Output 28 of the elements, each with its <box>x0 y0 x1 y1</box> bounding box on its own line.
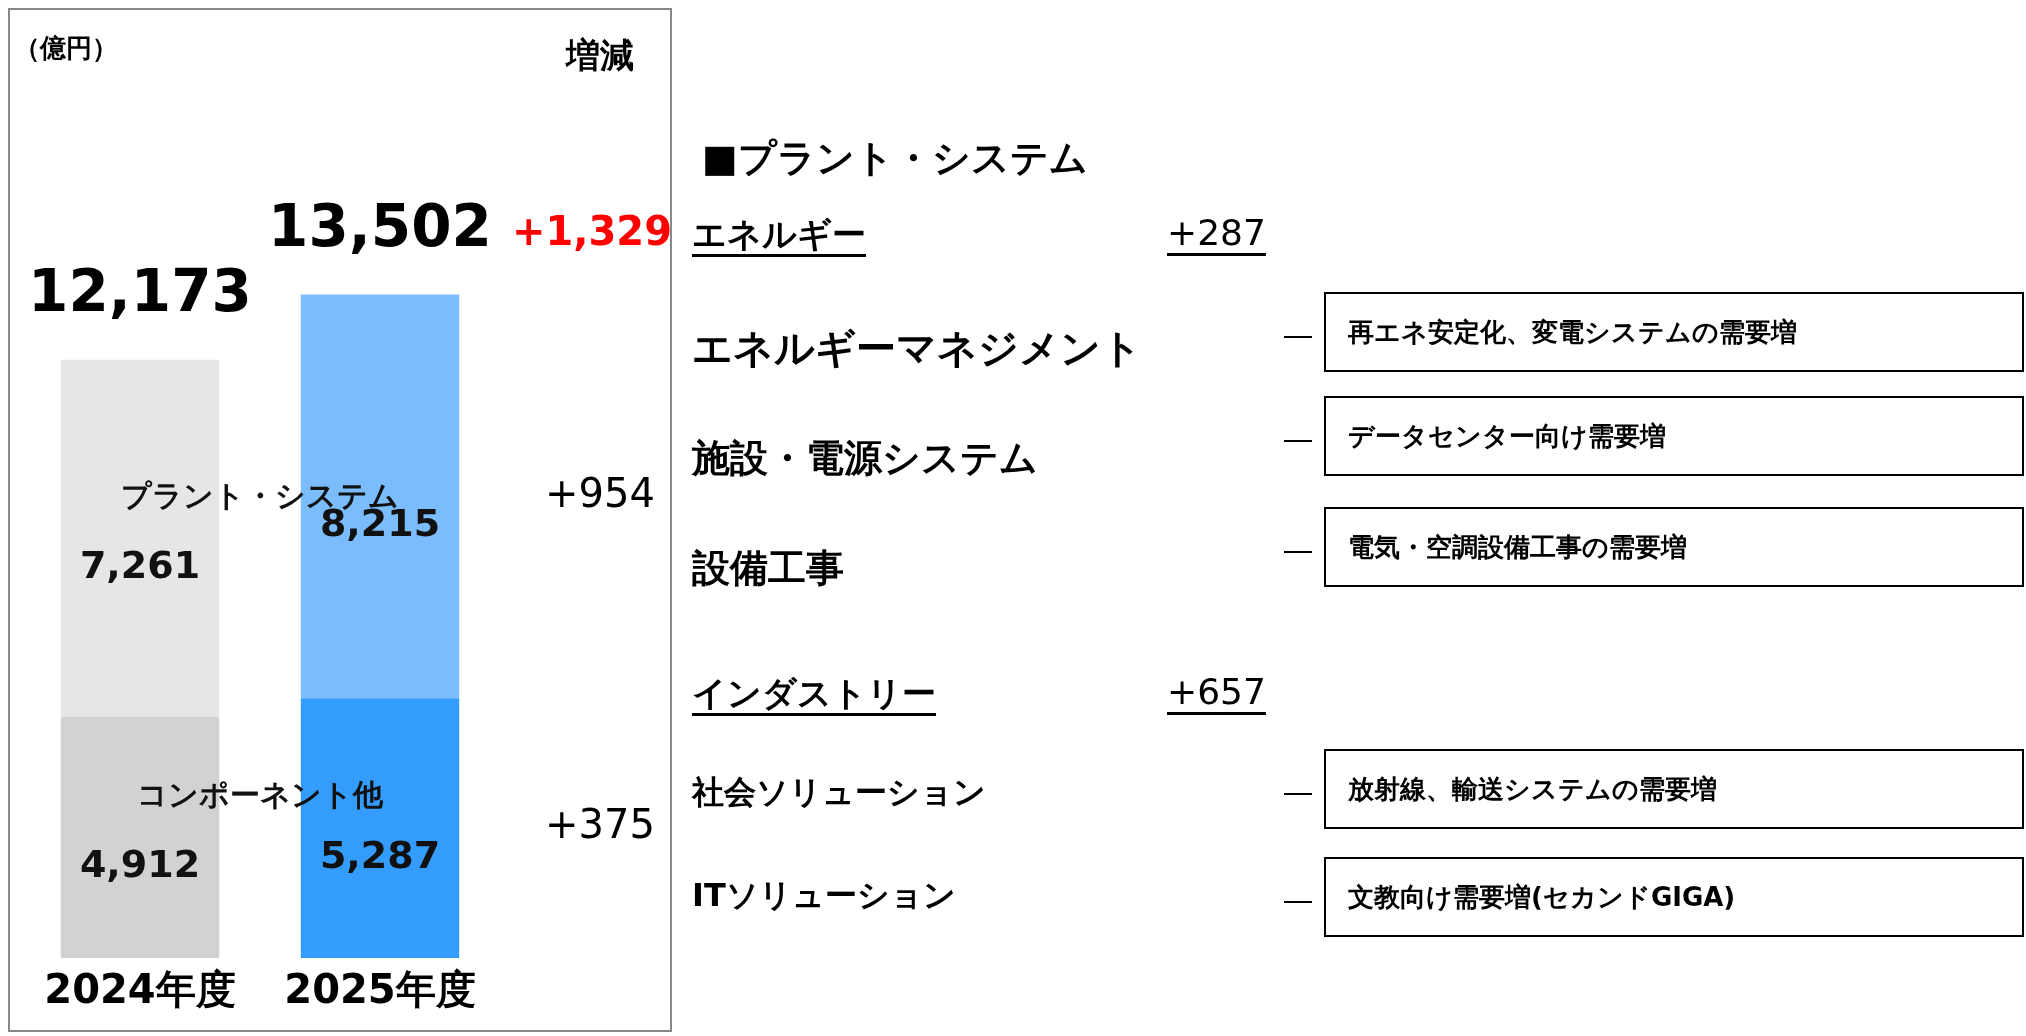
bar <box>60 359 220 717</box>
total-label: 12,173 <box>28 256 252 325</box>
text: +954 <box>545 469 655 516</box>
text: ■プラント・システム <box>702 135 1088 182</box>
text: +375 <box>545 801 655 848</box>
text: エネルギーマネジメント <box>692 324 1142 373</box>
data-label: 7,261 <box>79 543 201 588</box>
text: エネルギー <box>692 213 866 256</box>
text: データセンター向け需要増 <box>1324 396 2024 476</box>
data-label: 4,912 <box>79 842 201 887</box>
text: ITソリューション <box>692 875 956 916</box>
text: 設備工事 <box>692 545 844 592</box>
text: 再エネ安定化、変電システムの需要増 <box>1324 292 2024 372</box>
text: 施設・電源システム <box>692 435 1038 482</box>
text: 文教向け需要増(セカンドGIGA) <box>1324 857 2024 937</box>
text: 増減 <box>564 34 634 75</box>
y-axis-title: （億円） <box>14 32 118 63</box>
text: +1,329 <box>511 207 673 254</box>
text: 電気・空調設備工事の需要増 <box>1324 507 2024 587</box>
total-label: 13,502 <box>268 191 492 260</box>
text: +657 <box>1167 671 1266 712</box>
text: 放射線、輸送システムの需要増 <box>1324 749 2024 829</box>
x-tick-label: 2024年度 <box>44 966 236 1013</box>
text: 社会ソリューション <box>692 772 986 813</box>
text: +287 <box>1167 212 1266 253</box>
x-tick-label: 2025年度 <box>284 966 476 1013</box>
data-label: 5,287 <box>319 832 441 877</box>
text: インダストリー <box>692 672 936 715</box>
